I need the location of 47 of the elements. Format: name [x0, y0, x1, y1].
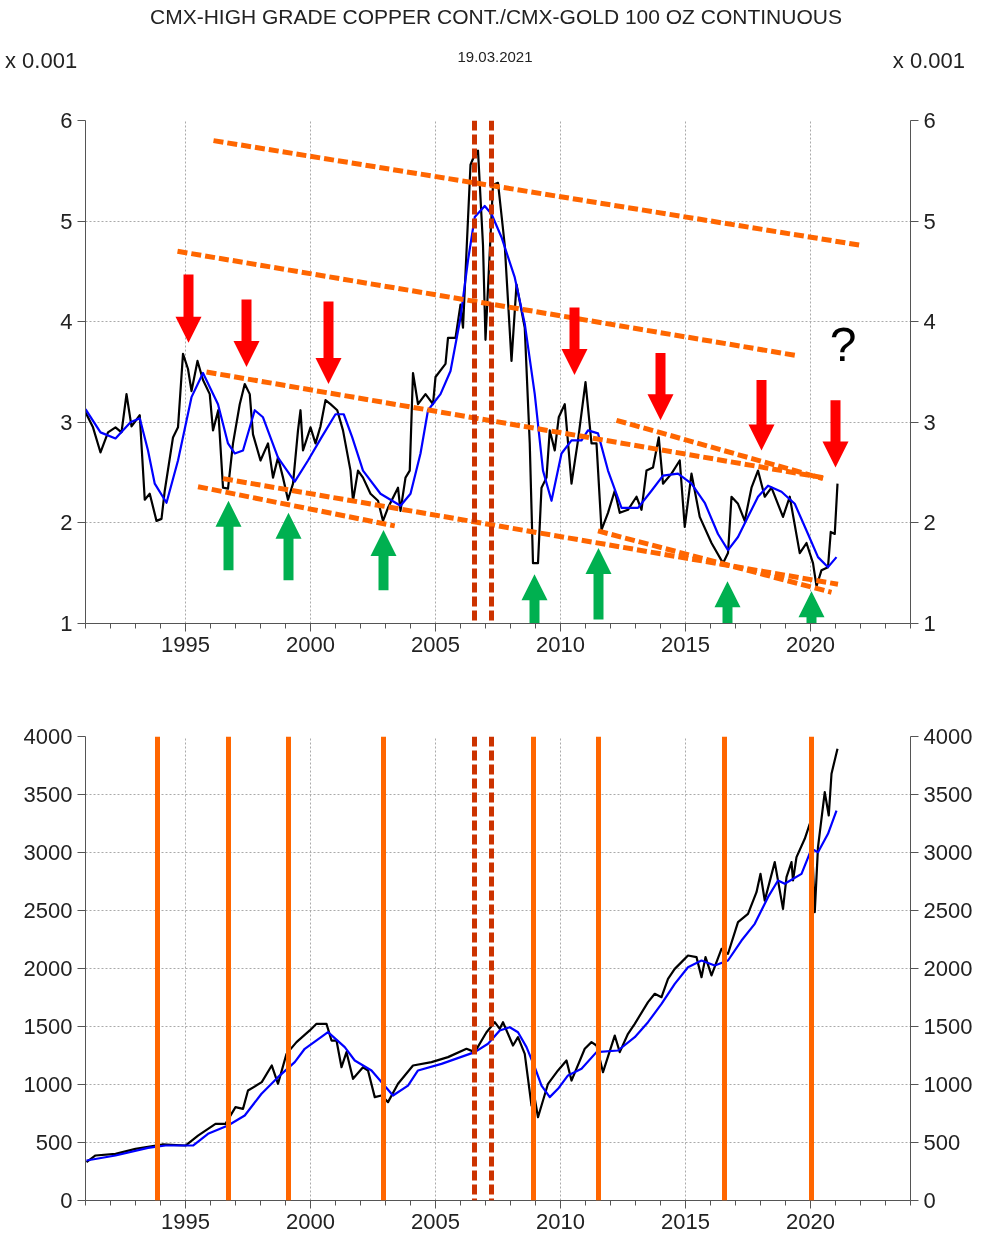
y2-tick-label: 1000 — [923, 1072, 973, 1097]
y2-tick-label: 2500 — [923, 898, 973, 923]
y-tick-label: 1 — [60, 611, 73, 636]
y2-tick-label: 3500 — [923, 782, 973, 807]
y-tick-label: 0 — [60, 1188, 73, 1213]
y-tick-label: 3 — [60, 409, 73, 435]
x-tick-label: 2020 — [786, 1208, 835, 1234]
y-tick-label: 1500 — [23, 1014, 73, 1039]
x-tick-label: 2005 — [411, 631, 460, 657]
y2-tick-label: 6 — [923, 108, 936, 133]
x-tick-label: 2010 — [536, 1208, 585, 1234]
y2-tick-label: 3 — [923, 409, 936, 435]
y-tick-label: 1000 — [23, 1072, 73, 1097]
y2-tick-label: 1 — [923, 611, 936, 636]
y2-axis-title: x 0.001 — [892, 48, 965, 74]
y2-tick-label: 2 — [923, 510, 936, 536]
y2-tick-label: 0 — [923, 1188, 936, 1213]
y-tick-label: 2500 — [23, 898, 73, 923]
y-tick-label: 2000 — [23, 956, 73, 981]
chart-title: CMX-HIGH GRADE COPPER CONT./CMX-GOLD 100 OZ CONTINUOUS — [150, 5, 842, 29]
y-tick-label: 6 — [60, 108, 73, 133]
x-tick-label: 2020 — [786, 631, 835, 657]
y2-tick-label: 3000 — [923, 840, 973, 865]
y2-tick-label: 5 — [923, 208, 936, 234]
annotation: ? — [829, 317, 857, 371]
x-tick-label: 1995 — [161, 1208, 210, 1234]
x-tick-label: 2000 — [286, 1208, 335, 1234]
x-tick-label: 1995 — [161, 631, 210, 657]
y-tick-label: 3500 — [23, 782, 73, 807]
y2-tick-label: 500 — [923, 1130, 961, 1155]
y2-tick-label: 4000 — [923, 724, 973, 749]
x-tick-label: 2010 — [536, 631, 585, 657]
y-tick-label: 2 — [60, 510, 73, 536]
y-tick-label: 3000 — [23, 840, 73, 865]
chart-subtitle: 19.03.2021 — [457, 48, 533, 66]
y2-tick-label: 2000 — [923, 956, 973, 981]
y-tick-label: 4000 — [23, 724, 73, 749]
x-tick-label: 2015 — [661, 631, 710, 657]
x-tick-label: 2015 — [661, 1208, 710, 1234]
y-tick-label: 500 — [35, 1130, 73, 1155]
x-tick-label: 2000 — [286, 631, 335, 657]
y2-tick-label: 1500 — [923, 1014, 973, 1039]
y-axis-title: x 0.001 — [5, 48, 78, 74]
x-tick-label: 2005 — [411, 1208, 460, 1234]
y-tick-label: 4 — [60, 309, 73, 335]
y-tick-label: 5 — [60, 208, 73, 234]
y2-tick-label: 4 — [923, 309, 936, 335]
